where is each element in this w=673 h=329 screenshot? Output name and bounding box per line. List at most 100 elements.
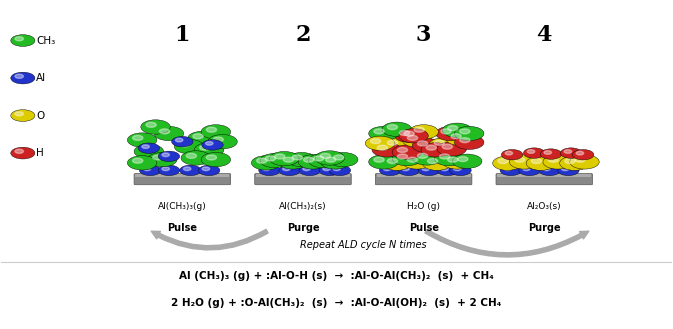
Circle shape	[207, 127, 217, 132]
Circle shape	[493, 156, 522, 170]
Circle shape	[134, 144, 164, 159]
Circle shape	[526, 156, 556, 170]
Circle shape	[448, 157, 458, 162]
Bar	[256, 174, 350, 177]
Circle shape	[458, 157, 468, 162]
Circle shape	[283, 167, 290, 171]
Circle shape	[394, 128, 423, 142]
Circle shape	[303, 167, 310, 171]
Circle shape	[184, 167, 191, 171]
Circle shape	[429, 138, 458, 152]
Circle shape	[154, 126, 184, 141]
Circle shape	[320, 155, 350, 169]
Circle shape	[138, 143, 160, 153]
Circle shape	[561, 167, 569, 171]
Circle shape	[392, 151, 421, 166]
Circle shape	[278, 155, 308, 169]
Circle shape	[202, 140, 223, 150]
Circle shape	[176, 138, 183, 142]
Text: Al: Al	[36, 73, 46, 83]
Circle shape	[498, 159, 508, 164]
Circle shape	[139, 147, 149, 152]
Circle shape	[160, 129, 170, 134]
Circle shape	[308, 153, 338, 168]
Text: Purge: Purge	[287, 223, 319, 233]
FancyBboxPatch shape	[496, 174, 592, 185]
Circle shape	[417, 141, 428, 146]
Circle shape	[11, 72, 35, 84]
Circle shape	[201, 152, 231, 167]
Circle shape	[287, 152, 316, 167]
Circle shape	[11, 35, 35, 46]
Circle shape	[442, 155, 472, 169]
Circle shape	[162, 153, 170, 157]
Circle shape	[524, 148, 545, 158]
Circle shape	[292, 155, 302, 160]
Circle shape	[558, 165, 579, 176]
Circle shape	[439, 154, 450, 159]
Circle shape	[262, 167, 270, 171]
Circle shape	[374, 129, 384, 134]
Circle shape	[427, 159, 437, 164]
Circle shape	[454, 167, 461, 171]
Circle shape	[319, 165, 341, 176]
Circle shape	[377, 145, 388, 150]
Circle shape	[448, 126, 458, 131]
Circle shape	[369, 155, 398, 169]
Circle shape	[374, 157, 384, 162]
Circle shape	[548, 157, 559, 162]
Circle shape	[174, 139, 204, 154]
Circle shape	[141, 120, 170, 134]
Circle shape	[158, 151, 180, 162]
Circle shape	[172, 137, 193, 147]
Circle shape	[576, 151, 583, 155]
Circle shape	[162, 167, 170, 171]
Circle shape	[283, 157, 293, 162]
Circle shape	[561, 148, 581, 158]
Circle shape	[11, 147, 35, 159]
Circle shape	[398, 165, 419, 176]
Circle shape	[193, 134, 203, 139]
Text: O: O	[36, 111, 44, 120]
Text: H₂O (g): H₂O (g)	[407, 202, 440, 211]
Circle shape	[573, 149, 594, 160]
Circle shape	[402, 155, 431, 169]
Circle shape	[399, 131, 410, 136]
Text: 1: 1	[174, 24, 190, 46]
Circle shape	[127, 156, 157, 170]
Circle shape	[333, 167, 341, 171]
Circle shape	[256, 158, 267, 163]
Circle shape	[369, 126, 398, 141]
Circle shape	[269, 151, 299, 166]
Circle shape	[153, 155, 163, 160]
Circle shape	[409, 125, 438, 139]
Circle shape	[413, 151, 441, 165]
Circle shape	[382, 156, 412, 170]
Circle shape	[564, 150, 571, 153]
Circle shape	[328, 152, 358, 167]
Circle shape	[326, 157, 336, 162]
Circle shape	[181, 151, 211, 165]
Circle shape	[304, 157, 314, 162]
Circle shape	[382, 122, 412, 137]
Circle shape	[188, 131, 217, 145]
Circle shape	[527, 150, 535, 153]
Circle shape	[202, 167, 210, 171]
Circle shape	[451, 134, 461, 139]
Circle shape	[460, 138, 470, 143]
Circle shape	[441, 167, 448, 171]
Circle shape	[139, 165, 161, 176]
Circle shape	[397, 147, 408, 152]
Text: Purge: Purge	[528, 223, 561, 233]
Circle shape	[426, 145, 436, 150]
Circle shape	[213, 137, 223, 142]
Circle shape	[565, 159, 575, 164]
Circle shape	[334, 155, 344, 160]
Circle shape	[454, 135, 484, 149]
Circle shape	[260, 153, 289, 168]
Text: Pulse: Pulse	[409, 223, 439, 233]
Circle shape	[133, 135, 143, 140]
Circle shape	[200, 145, 210, 150]
Circle shape	[422, 156, 452, 170]
Circle shape	[15, 149, 24, 153]
